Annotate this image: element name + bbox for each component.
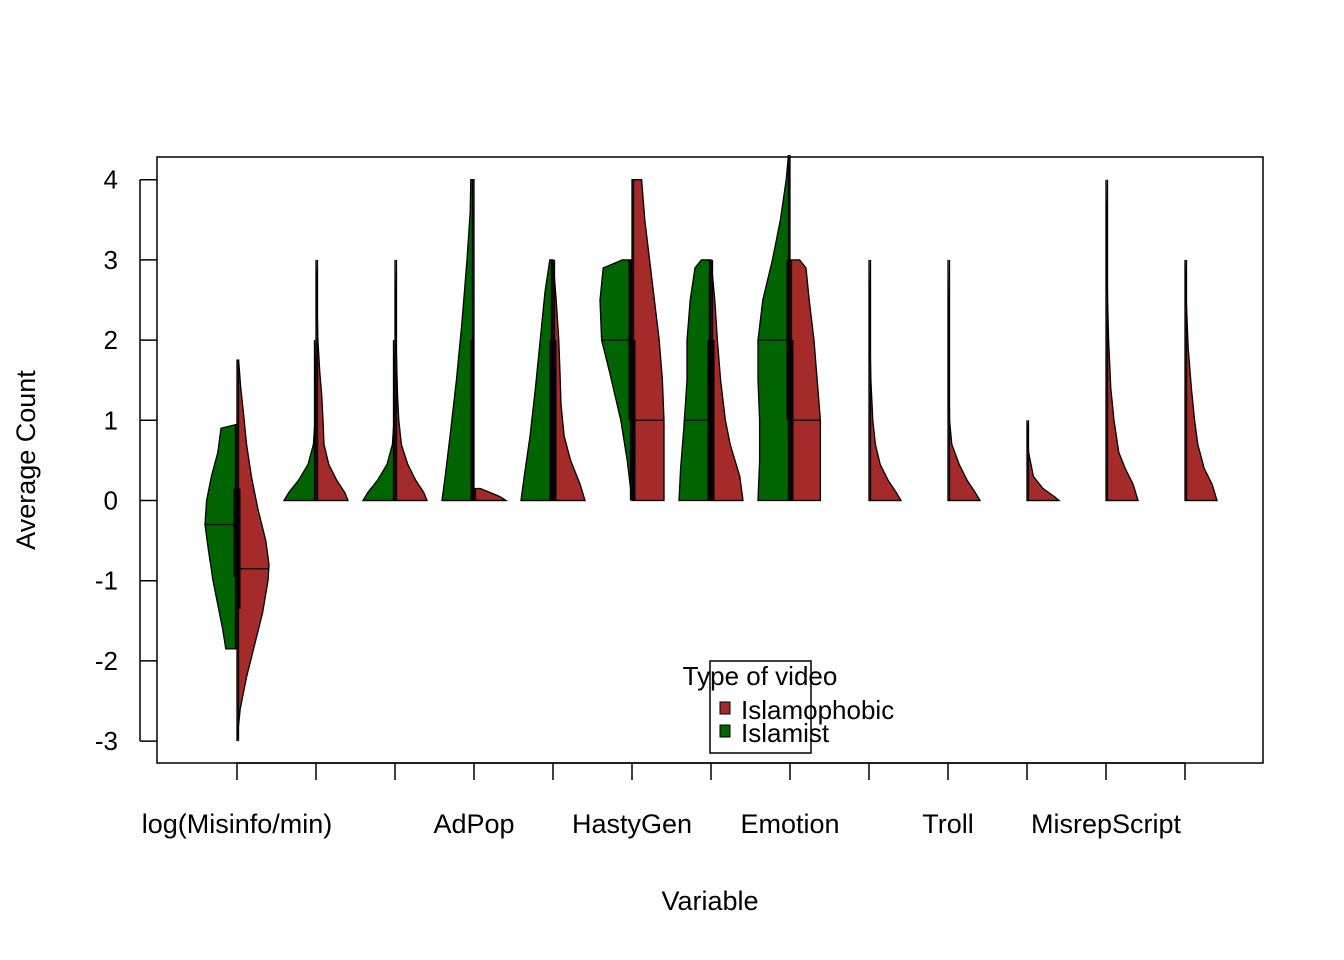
violin-half-islamophobic xyxy=(1184,259,1218,502)
x-tick-label: HastyGen xyxy=(572,809,692,839)
violin-half-islamophobic xyxy=(1026,420,1061,502)
y-tick-label: 2 xyxy=(104,325,118,355)
y-tick-label: -1 xyxy=(95,566,118,596)
legend-title: Type of video xyxy=(683,661,838,691)
violin-half-islamophobic xyxy=(394,259,428,502)
x-tick-label: Emotion xyxy=(740,809,839,839)
violin-half-islamophobic xyxy=(473,487,509,502)
y-axis: -3 -2 -1 0 1 2 3 4 xyxy=(95,165,157,756)
violin-half-islamophobic xyxy=(315,259,349,502)
violin-half-islamist xyxy=(678,259,712,502)
x-tick-label: Troll xyxy=(922,809,974,839)
y-tick-label: 3 xyxy=(104,245,118,275)
legend: Type of video Islamophobic Islamist xyxy=(683,660,894,754)
violin-half-islamophobic xyxy=(631,179,665,502)
y-tick-label: 1 xyxy=(104,405,118,435)
legend-entry-islamist: Islamist xyxy=(741,718,830,748)
x-tick-label: MisrepScript xyxy=(1031,809,1182,839)
legend-swatch-islamist xyxy=(719,724,731,738)
y-tick-label: 0 xyxy=(104,486,118,516)
violin-half-islamist xyxy=(361,340,396,502)
legend-swatch-islamophobic xyxy=(719,701,731,715)
violin-half-islamophobic xyxy=(236,359,270,742)
violin-half-islamophobic xyxy=(552,259,586,502)
violin-half-islamophobic xyxy=(710,259,744,502)
y-axis-label: Average Count xyxy=(11,370,41,550)
x-tick-label: AdPop xyxy=(433,809,514,839)
legend-box xyxy=(709,660,812,754)
x-axis: log(Misinfo/min) AdPop HastyGen Emotion Trol… xyxy=(142,762,1186,839)
violin-half-islamophobic xyxy=(947,259,982,502)
x-axis-label: Variable xyxy=(661,886,758,916)
violin-half-islamist xyxy=(520,259,554,502)
violin-half-islamist xyxy=(204,423,238,650)
y-tick-label: -3 xyxy=(95,726,118,756)
y-tick-label: 4 xyxy=(104,165,118,195)
violin-layer xyxy=(204,154,1218,742)
violin-half-islamophobic xyxy=(868,259,903,502)
violin-half-islamophobic xyxy=(1105,179,1139,502)
violin-half-islamist xyxy=(441,179,475,502)
legend-entry-islamophobic: Islamophobic xyxy=(741,695,894,725)
violin-half-islamist xyxy=(757,154,791,502)
y-tick-label: -2 xyxy=(95,646,118,676)
violin-half-islamist xyxy=(599,259,633,501)
violin-half-islamophobic xyxy=(789,259,822,502)
x-tick-label: log(Misinfo/min) xyxy=(142,809,333,839)
violin-half-islamist xyxy=(282,340,317,502)
